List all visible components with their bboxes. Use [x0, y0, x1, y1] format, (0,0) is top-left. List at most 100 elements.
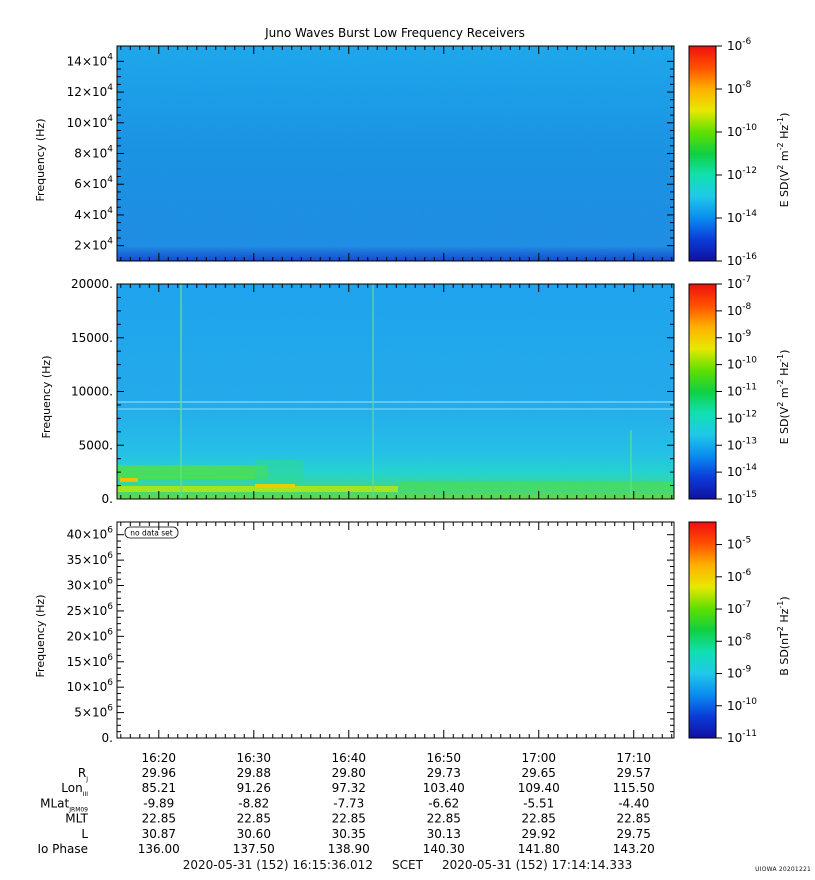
panel-bottom: no data set 0. 5×106 10×106 15×106 20×106 25×…	[34, 521, 791, 745]
ephemeris-value: 136.00	[138, 842, 180, 856]
emission-band-lowfreq-core	[118, 486, 398, 492]
emission-band-lowfreq	[118, 465, 268, 479]
ephemeris-value: 22.85	[142, 812, 176, 826]
emission-patch-orange	[255, 484, 295, 488]
ephemeris-value: 30.60	[237, 827, 271, 841]
y-tick-label: 15×106	[67, 653, 114, 669]
x-ticks-bottom	[120, 522, 673, 738]
y-tick-label: 10×106	[67, 678, 114, 694]
colorbar-label-top: E SD(V2 m-2 Hz-1)	[776, 113, 791, 208]
ephemeris-value: -7.73	[333, 796, 364, 810]
y-tick-label: 40×106	[67, 526, 114, 542]
ephemeris-value: -8.82	[238, 796, 269, 810]
colorbar-tick-label: 10-12	[727, 166, 757, 182]
y-tick-label: 0.	[102, 492, 113, 506]
ephemeris-value: 115.50	[613, 781, 655, 795]
y-tick-label: 20000.	[71, 277, 113, 291]
spectrogram-top-texture	[117, 46, 674, 261]
ephemeris-value: 91.26	[237, 781, 271, 795]
ephemeris-value: 85.21	[142, 781, 176, 795]
figure-title: Juno Waves Burst Low Frequency Receivers	[264, 26, 525, 40]
no-data-label: no data set	[130, 529, 173, 538]
spectrogram-middle-features	[117, 284, 674, 498]
ephemeris-value: 22.85	[237, 812, 271, 826]
plot-area-bottom	[117, 522, 674, 738]
processing-stamp: UIOWA 20201221	[755, 866, 811, 873]
ephemeris-value: 29.80	[332, 766, 366, 780]
ephemeris-value: 29.57	[617, 766, 651, 780]
ephemeris-value: 29.88	[237, 766, 271, 780]
colorbar-tick-label: 10-16	[727, 252, 757, 268]
colorbar-tick-label: 10-15	[727, 490, 757, 506]
colorbar-bottom	[688, 521, 717, 739]
y-axis-label-top: Frequency (Hz)	[34, 119, 47, 202]
ephemeris-label: RJ	[78, 766, 88, 783]
colorbar-tick-label: 10-7	[727, 600, 751, 616]
spike-2	[372, 284, 374, 498]
y-tick-label: 5000.	[79, 438, 113, 452]
colorbar-tick-label: 10-11	[727, 383, 757, 399]
ephemeris-value: 30.13	[427, 827, 461, 841]
y-tick-label: 12×104	[67, 83, 114, 99]
colorbar-ticks-bottom: 10-5 10-6 10-7 10-8 10-9 10-10 10-11	[716, 536, 757, 745]
y-tick-label: 14×104	[67, 52, 114, 68]
ephemeris-value: -6.62	[428, 796, 459, 810]
ephemeris-value: 29.75	[617, 827, 651, 841]
y-tick-label: 5×106	[74, 704, 113, 720]
ephemeris-label: LonIII	[61, 781, 88, 798]
y-tick-label: 15000.	[71, 331, 113, 345]
ephemeris-value: 22.85	[617, 812, 651, 826]
colorbar-tick-label: 10-8	[727, 632, 752, 648]
time-tick-label: 17:10	[616, 751, 651, 765]
ephemeris-value: 29.96	[142, 766, 176, 780]
ephemeris-value: 140.30	[423, 842, 465, 856]
x-ticks-middle	[120, 284, 673, 499]
y-tick-label: 8×104	[74, 145, 113, 161]
time-tick-label: 16:30	[236, 751, 271, 765]
panel-middle: 0. 5000. 10000. 15000. 20000. Frequency (Hz)…	[40, 275, 791, 506]
colorbar-middle	[688, 283, 717, 500]
ephemeris-value: -5.51	[523, 796, 554, 810]
time-tick-label: 16:50	[426, 751, 461, 765]
ephemeris-label: Io Phase	[37, 842, 88, 856]
ephemeris-value: 22.85	[332, 812, 366, 826]
colorbar-tick-label: 10-6	[727, 568, 752, 584]
time-tick-label: 16:20	[141, 751, 176, 765]
footer-time-range: 2020-05-31 (152) 16:15:36.012 SCET 2020-…	[0, 858, 815, 872]
y-tick-label: 4×104	[74, 206, 113, 222]
ephemeris-value: 143.20	[613, 842, 655, 856]
y-tick-label: 6×104	[74, 175, 113, 191]
ephemeris-label: MLT	[65, 812, 88, 826]
y-tick-label: 20×106	[67, 627, 114, 643]
ephemeris-value: 138.90	[328, 842, 370, 856]
colorbar-tick-label: 10-14	[727, 463, 757, 479]
ephemeris-value: 30.87	[142, 827, 176, 841]
colorbar-tick-label: 10-6	[727, 37, 752, 53]
colorbar-tick-label: 10-5	[727, 536, 751, 552]
y-axis-label-bottom: Frequency (Hz)	[34, 595, 47, 678]
colorbar-tick-label: 10-8	[727, 80, 752, 96]
emission-band-trail	[400, 481, 672, 490]
no-data-box	[124, 526, 179, 539]
y-tick-label: 2×104	[74, 237, 113, 253]
y-tick-label: 30×106	[67, 577, 114, 593]
footer-scet: SCET	[392, 858, 423, 872]
emission-patch-yellow	[120, 478, 138, 482]
y-axis-middle: 0. 5000. 10000. 15000. 20000.	[71, 277, 674, 506]
colorbar-ticks-middle: 10-7 10-8 10-9 10-10 10-11 10-12 10-13 10-14 10-…	[716, 275, 757, 506]
colorbar-label-bottom: B SD(nT2 Hz-1)	[776, 596, 791, 675]
spike-3	[630, 430, 632, 498]
harmonic-line-1	[117, 401, 674, 403]
y-tick-label: 10×104	[67, 114, 114, 130]
panel-top: 2×104 4×104 6×104 8×104 10×104 12×104 14×104 F…	[34, 37, 791, 268]
ephemeris-value: 22.85	[522, 812, 556, 826]
time-tick-label: 16:40	[331, 751, 366, 765]
colorbar-label-middle: E SD(V2 m-2 Hz-1)	[776, 350, 791, 445]
spectrogram-middle-texture	[117, 284, 674, 499]
ephemeris-value: 29.73	[427, 766, 461, 780]
y-tick-label: 10000.	[71, 385, 113, 399]
ephemeris-value: 109.40	[518, 781, 560, 795]
y-tick-label: 0.	[102, 731, 113, 745]
emission-patch-green	[255, 460, 303, 482]
colorbar-tick-label: 10-9	[727, 329, 752, 345]
